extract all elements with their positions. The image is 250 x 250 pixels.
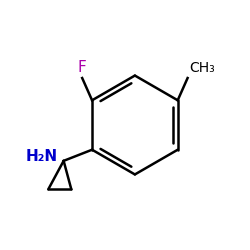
Text: H₂N: H₂N: [25, 149, 58, 164]
Text: CH₃: CH₃: [189, 61, 214, 75]
Text: F: F: [78, 60, 86, 75]
